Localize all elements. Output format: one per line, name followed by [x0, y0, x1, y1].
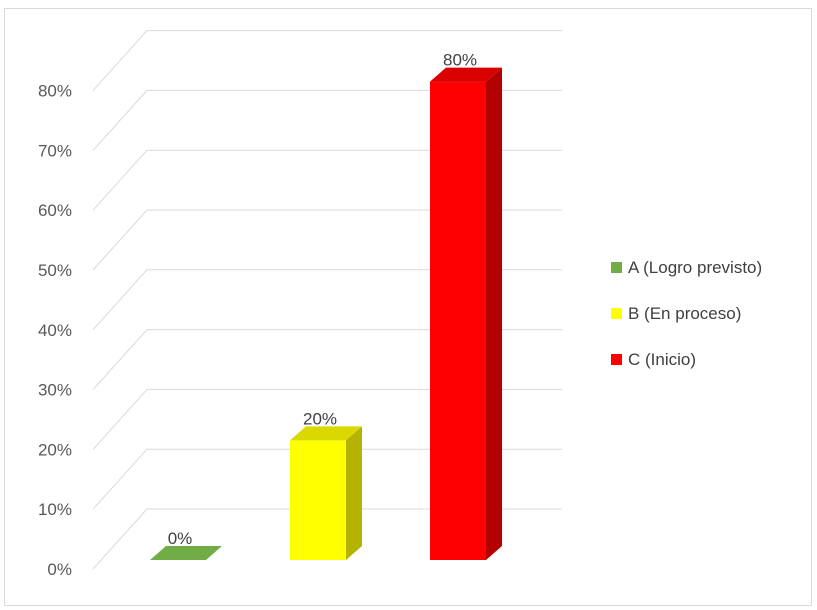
gridline — [92, 209, 562, 271]
gridline — [92, 89, 562, 151]
legend-label: B (En proceso) — [628, 304, 741, 323]
legend-swatch — [611, 262, 622, 273]
y-tick-label: 30% — [38, 381, 72, 400]
bar — [430, 67, 502, 560]
y-tick-label: 0% — [47, 560, 72, 579]
gridline — [92, 508, 562, 570]
gridline — [92, 448, 562, 510]
bar — [150, 546, 222, 560]
data-label: 20% — [303, 409, 337, 428]
chart-frame — [4, 8, 812, 606]
gridline — [92, 149, 562, 211]
data-label: 80% — [443, 51, 477, 70]
bar — [290, 426, 362, 560]
y-tick-label: 10% — [38, 500, 72, 519]
gridline — [92, 30, 562, 91]
legend-swatch — [611, 354, 622, 365]
bar-top — [290, 426, 362, 441]
data-label: 0% — [168, 529, 193, 548]
legend: A (Logro previsto) B (En proceso) C (Inici… — [611, 258, 762, 369]
bar-front — [290, 440, 346, 560]
gridline — [92, 269, 562, 331]
legend-label: C (Inicio) — [628, 350, 696, 369]
y-tick-label: 20% — [38, 440, 72, 459]
y-tick-label: 40% — [38, 321, 72, 340]
gridline — [92, 388, 562, 450]
y-axis: 0% 10% 20% 30% 40% 50% 60% 70% 80% — [38, 82, 72, 579]
bar-top — [430, 67, 502, 82]
y-tick-label: 60% — [38, 201, 72, 220]
gridline — [92, 329, 562, 390]
gridlines — [92, 30, 562, 570]
bar-side — [486, 67, 502, 560]
bar-top — [150, 546, 222, 560]
bar-side — [346, 426, 362, 560]
y-tick-label: 70% — [38, 141, 72, 160]
y-tick-label: 50% — [38, 261, 72, 280]
legend-swatch — [611, 308, 622, 319]
legend-label: A (Logro previsto) — [628, 258, 762, 277]
y-tick-label: 80% — [38, 82, 72, 101]
bars — [150, 67, 502, 560]
bar-front — [430, 81, 486, 560]
data-labels: 0% 20% 80% — [168, 51, 477, 548]
